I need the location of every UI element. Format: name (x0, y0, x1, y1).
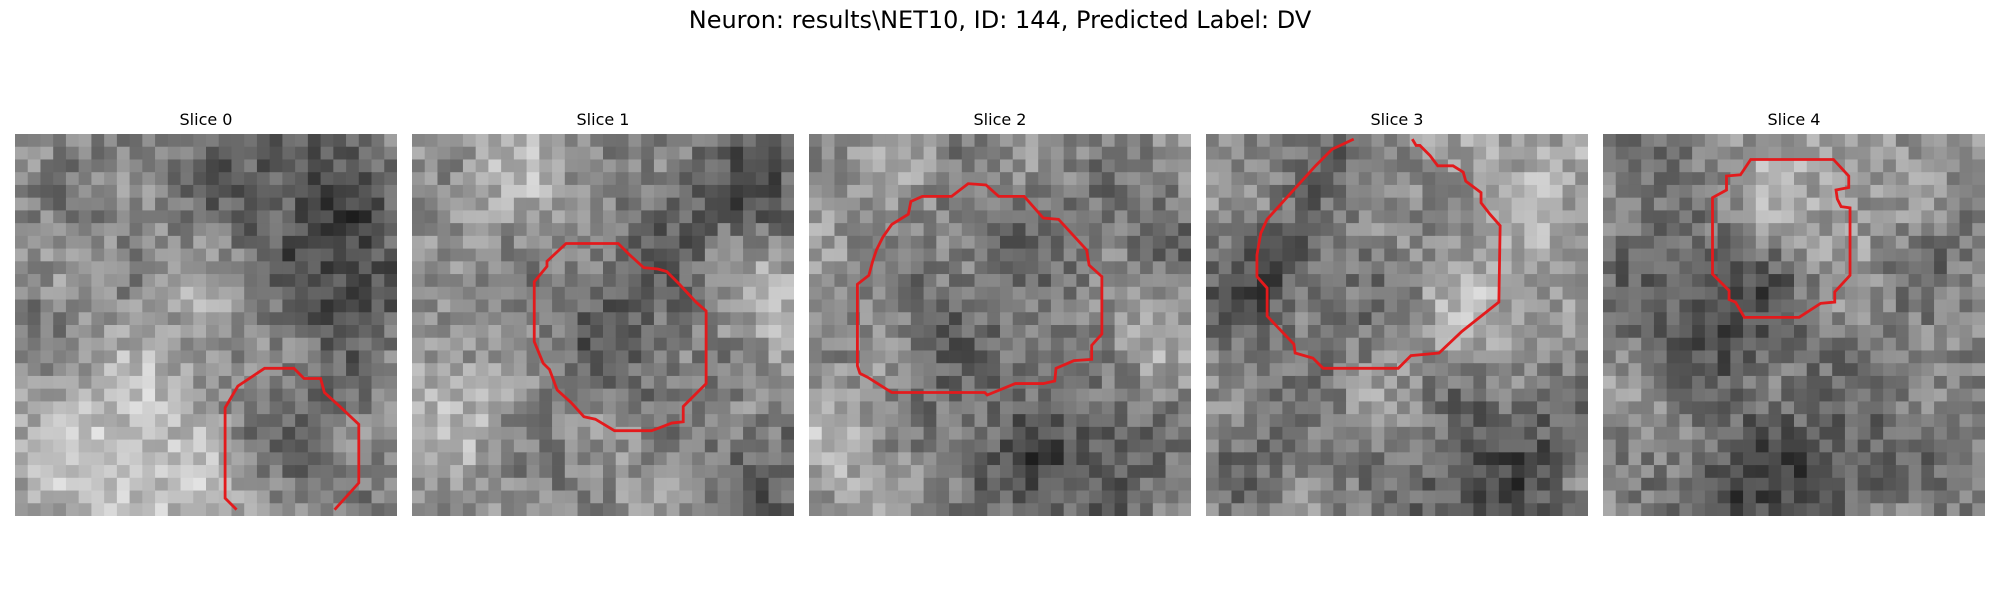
slice-title: Slice 1 (576, 110, 630, 129)
slice-image (809, 134, 1191, 516)
slice-image-svg (809, 134, 1191, 516)
slice-image (1603, 134, 1985, 516)
slice-panel-4: Slice 4 (1603, 108, 1985, 516)
roi-contour (223, 366, 361, 511)
slice-image (15, 134, 397, 516)
roi-contour (1255, 137, 1502, 370)
figure-title: Neuron: results\NET10, ID: 144, Predicte… (688, 6, 1312, 34)
roi-contour (532, 242, 708, 433)
slice-image-svg (15, 134, 397, 516)
slice-title: Slice 3 (1370, 110, 1424, 129)
slice-title: Slice 0 (179, 110, 233, 129)
slice-image-svg (1603, 134, 1985, 516)
slice-image (1206, 134, 1588, 516)
slice-panel-0: Slice 0 (15, 108, 397, 516)
roi-contour (1711, 158, 1852, 319)
slice-image (412, 134, 794, 516)
slice-panel-3: Slice 3 (1206, 108, 1588, 516)
slice-title: Slice 2 (973, 110, 1027, 129)
slice-panel-2: Slice 2 (809, 108, 1191, 516)
slice-image-svg (412, 134, 794, 516)
slice-panel-1: Slice 1 (412, 108, 794, 516)
slice-title: Slice 4 (1767, 110, 1821, 129)
slice-image-svg (1206, 134, 1588, 516)
roi-contour (855, 182, 1104, 397)
